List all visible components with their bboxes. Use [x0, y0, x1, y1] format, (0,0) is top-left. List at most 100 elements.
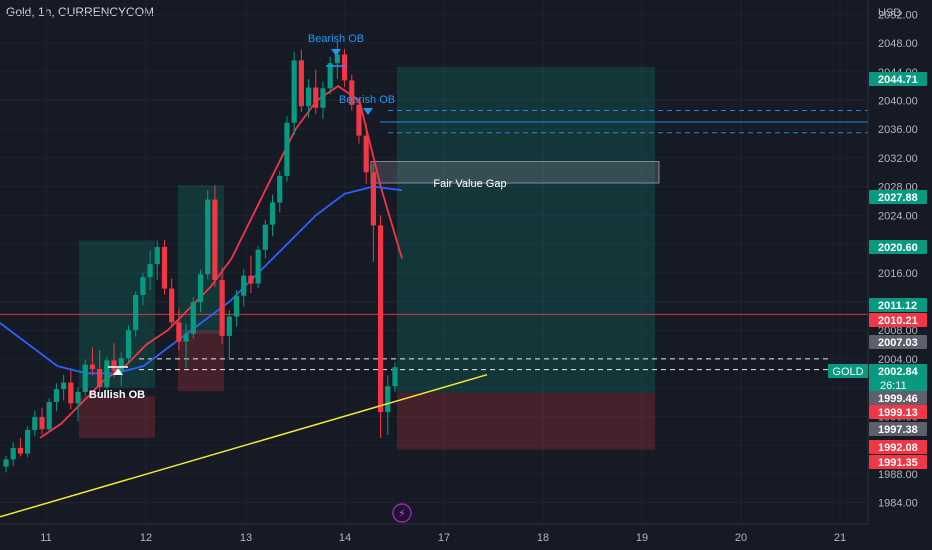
candle-body [82, 364, 88, 392]
price-tag: 2002.84 [878, 366, 919, 378]
chart-title: Gold, 1h, CURRENCYCOM [6, 5, 155, 19]
candle-body [169, 288, 175, 323]
y-tick-label: 2004.00 [878, 354, 918, 366]
price-tag-bg [869, 440, 927, 454]
candle-body [183, 333, 189, 342]
candle-body [46, 401, 52, 430]
annotation-label: Bearish OB [339, 94, 395, 106]
annotations: Bearish OB Bearish OB Bullish OB Fair Value… [89, 33, 507, 401]
moving-average-line [0, 185, 403, 375]
zone-fair-value-gap [370, 161, 660, 184]
candle-body [284, 122, 290, 176]
candle-body [219, 279, 225, 336]
candle-body [89, 364, 96, 369]
candle-body [334, 54, 340, 64]
y-tick-label: 2048.00 [878, 38, 918, 50]
candle-body [125, 330, 132, 359]
candle-body [212, 199, 218, 280]
candle-body [241, 275, 247, 296]
zone-bullish-ob-stop [79, 396, 155, 438]
candle-body [111, 360, 117, 372]
candle-body [190, 302, 196, 334]
y-tick-label: 1984.00 [878, 497, 918, 509]
candle-body [356, 104, 362, 136]
y-tick-label: 1988.00 [878, 469, 918, 481]
annotation-label: Bearish OB [308, 33, 364, 45]
y-tick-label: 2024.00 [878, 210, 918, 222]
candle-body [61, 382, 67, 390]
trendline-line [0, 373, 488, 518]
x-tick-label: 13 [240, 532, 252, 544]
price-tag-bg [869, 455, 927, 469]
x-tick-label: 21 [834, 532, 846, 544]
candle-body [298, 60, 304, 107]
price-tag: 1999.46 [878, 393, 918, 405]
x-tick-label: 18 [537, 532, 549, 544]
y-tick-label: 2008.00 [878, 325, 918, 337]
y-tick-label: 2040.00 [878, 95, 918, 107]
candle-body [233, 295, 240, 317]
price-tag: 1991.35 [878, 457, 918, 469]
y-tick-label: 2032.00 [878, 153, 918, 165]
candle-body [17, 447, 24, 454]
price-tag-bg [869, 405, 927, 419]
annotation-label: Bullish OB [89, 389, 145, 401]
candle-body [262, 224, 268, 250]
bearish-ob-marker [331, 49, 341, 56]
candle-body [53, 389, 60, 402]
candle-body [25, 429, 31, 454]
candle-body [104, 360, 110, 387]
symbol-tag: GOLD [832, 366, 863, 378]
price-tag-bg [869, 240, 927, 254]
candle-body [197, 274, 204, 303]
price-tag: 2007.03 [878, 337, 918, 349]
price-axis-bg[interactable] [868, 0, 932, 524]
candle-body [269, 202, 276, 225]
x-tick-label: 11 [40, 532, 51, 544]
candle-body [370, 172, 376, 226]
bullish-ob-marker [113, 368, 123, 375]
candle-body [147, 264, 153, 278]
candle-body [32, 417, 38, 430]
candle-body [118, 358, 124, 372]
time-axis: 11 12 13 14 17 18 19 20 21 [40, 532, 846, 544]
candle-body [305, 87, 312, 107]
candle-body [176, 322, 182, 342]
candle-body [341, 54, 348, 81]
candle-body [161, 246, 168, 289]
time-axis-bg[interactable] [0, 524, 932, 550]
candle-body [277, 175, 283, 203]
x-tick-label: 14 [339, 532, 351, 544]
candle-body [377, 225, 384, 413]
price-tag-bg [869, 335, 927, 349]
candle-body [10, 447, 16, 460]
x-tick-label: 12 [140, 532, 152, 544]
price-tag-bg [869, 364, 927, 392]
candle-body [97, 368, 103, 387]
price-tag-bg [869, 313, 927, 327]
candle-body [75, 391, 81, 404]
price-tag: 1997.38 [878, 424, 918, 436]
price-tag-bg [869, 422, 927, 436]
news-badge[interactable]: ⚡ [392, 503, 412, 523]
price-tag: 1999.13 [878, 407, 918, 419]
price-tag: 2011.12 [878, 300, 917, 312]
price-tag-bg [869, 190, 927, 204]
price-tag-bg [869, 72, 927, 86]
symbol-tag-bg [828, 364, 868, 378]
x-tick-label: 19 [636, 532, 648, 544]
y-tick-label: 2016.00 [878, 268, 918, 280]
y-tick-label: 2036.00 [878, 124, 918, 136]
candle-body [226, 316, 232, 336]
annotation-label: Fair Value Gap [433, 178, 506, 190]
candle-body [291, 60, 297, 123]
price-tag: 2010.21 [878, 315, 918, 327]
lightning-icon: ⚡ [398, 508, 406, 520]
candle-body [313, 87, 319, 108]
candle-body [320, 88, 326, 108]
bearish-ob-marker [363, 108, 373, 115]
candle-body [363, 135, 369, 173]
price-tag: 2044.71 [878, 74, 918, 86]
candlesticks [3, 40, 398, 473]
